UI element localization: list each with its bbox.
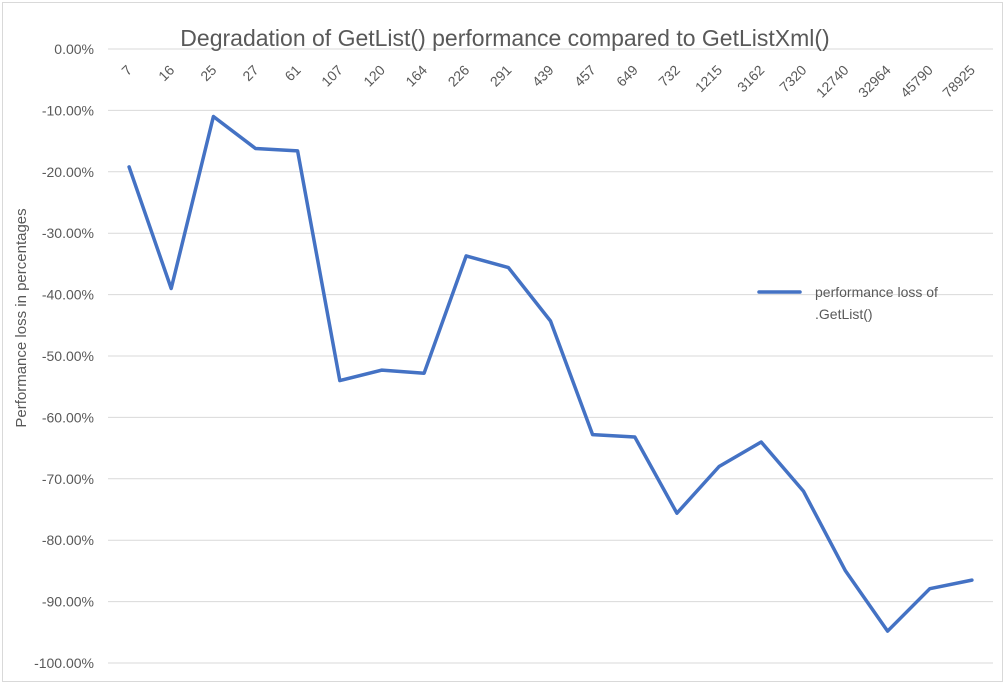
line-chart: 0.00% -10.00% -20.00% -30.00% -40.00% -50.00%… (13, 25, 993, 671)
y-tick-label: -50.00% (42, 348, 94, 364)
chart-title: Degradation of GetList() performance com… (180, 25, 829, 51)
y-tick-label: -60.00% (42, 409, 94, 425)
x-tick-label: 732 (655, 62, 683, 90)
x-tick-label: 649 (613, 62, 641, 90)
x-axis-ticks: 7 16 25 27 61 107 120 164 226 291 439 457 649 732 1215… (118, 62, 978, 101)
x-tick-label: 27 (239, 62, 261, 84)
x-tick-label: 12740 (813, 62, 852, 101)
y-tick-label: -90.00% (42, 594, 94, 610)
x-tick-label: 16 (155, 62, 177, 84)
x-tick-label: 291 (487, 62, 515, 90)
y-tick-label: -10.00% (42, 102, 94, 118)
gridlines (108, 48, 993, 664)
y-axis-ticks: 0.00% -10.00% -20.00% -30.00% -40.00% -50.00%… (34, 41, 94, 671)
legend-label: performance loss of .GetList() (815, 284, 938, 322)
y-axis-label: Performance loss in percentages (13, 208, 30, 427)
y-tick-label: -80.00% (42, 532, 94, 548)
y-tick-label: -100.00% (34, 655, 94, 671)
x-tick-label: 226 (445, 62, 473, 90)
y-tick-label: -40.00% (42, 287, 94, 303)
x-tick-label: 78925 (939, 62, 978, 101)
y-tick-label: 0.00% (54, 41, 94, 57)
x-tick-label: 45790 (897, 62, 936, 101)
legend: performance loss of .GetList() (757, 284, 938, 322)
y-tick-label: -70.00% (42, 471, 94, 487)
y-tick-label: -30.00% (42, 225, 94, 241)
x-tick-label: 61 (281, 62, 303, 84)
x-tick-label: 164 (402, 62, 430, 90)
x-tick-label: 25 (197, 62, 219, 84)
x-tick-label: 457 (571, 62, 599, 90)
series-line (127, 114, 974, 633)
x-tick-label: 32964 (855, 62, 894, 101)
series-layer (127, 114, 974, 633)
y-tick-label: -20.00% (42, 164, 94, 180)
x-tick-label: 3162 (734, 62, 767, 95)
x-tick-label: 1215 (692, 62, 725, 95)
x-tick-label: 439 (529, 62, 557, 90)
x-tick-label: 7320 (776, 62, 809, 95)
x-tick-label: 7 (118, 62, 135, 79)
x-tick-label: 107 (318, 62, 346, 90)
x-tick-label: 120 (360, 62, 388, 90)
